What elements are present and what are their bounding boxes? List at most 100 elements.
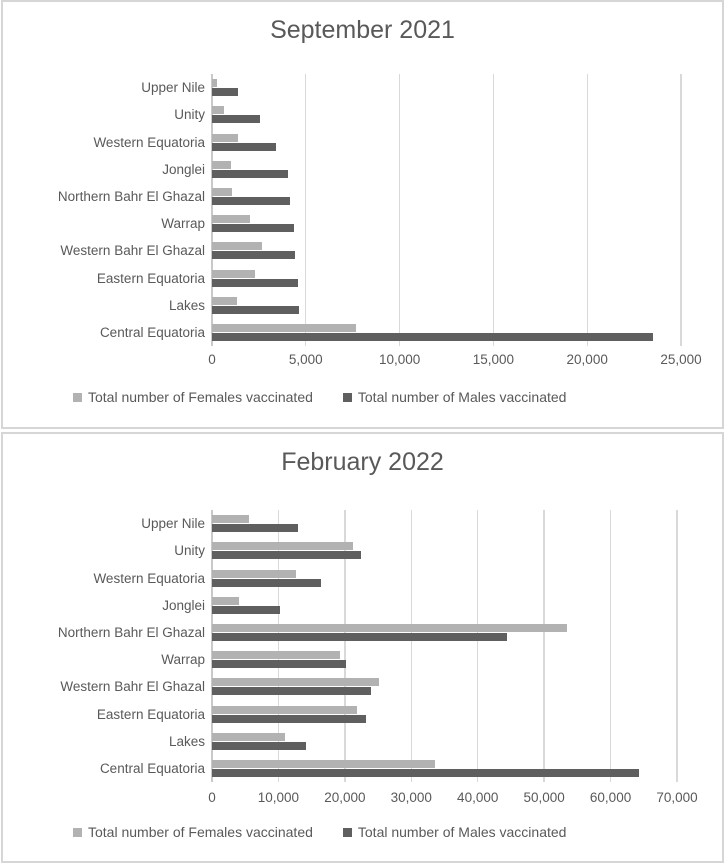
bar-females — [212, 296, 238, 305]
legend-item-females: Total number of Females vaccinated — [73, 824, 313, 840]
x-tick-label: 70,000 — [656, 790, 698, 805]
bar-females — [212, 242, 262, 251]
bar-group — [212, 292, 681, 319]
gridline — [492, 74, 495, 346]
bar-group — [212, 619, 677, 646]
x-tick-label: 40,000 — [457, 790, 499, 805]
bar-males — [212, 605, 280, 614]
bar-females — [212, 542, 353, 551]
bar-females — [212, 323, 356, 332]
bar-females — [212, 215, 250, 224]
category-label: Western Equatoria — [93, 570, 205, 586]
bar-group — [212, 237, 681, 264]
bar-males — [212, 142, 276, 151]
bar-group — [212, 101, 681, 128]
bar-females — [212, 623, 568, 632]
value-axis-line — [211, 74, 213, 346]
bar-females — [212, 596, 239, 605]
gridline — [410, 510, 412, 782]
legend-label-males: Total number of Males vaccinated — [357, 389, 567, 405]
category-label: Warrap — [161, 216, 205, 232]
category-label: Western Bahr El Ghazal — [60, 679, 205, 695]
bar-group — [212, 537, 677, 564]
females-swatch-icon — [73, 827, 82, 837]
gridline — [398, 74, 401, 346]
bar-males — [212, 224, 294, 233]
category-label: Eastern Equatoria — [96, 706, 205, 722]
gridline — [586, 74, 588, 346]
category-label: Central Equatoria — [99, 760, 205, 776]
bar-males — [212, 632, 507, 641]
category-axis-labels: Upper Nile Unity Western Equatoria Jonglei N… — [3, 510, 205, 782]
chart-title: September 2021 — [270, 16, 455, 44]
bar-group — [212, 510, 677, 537]
legend-label-males: Total number of Males vaccinated — [357, 824, 567, 840]
gridline — [609, 510, 612, 782]
x-tick-label: 25,000 — [660, 352, 702, 367]
bar-females — [212, 79, 217, 88]
plot-area — [211, 74, 682, 346]
category-label: Central Equatoria — [99, 324, 205, 340]
x-axis: 0 10,000 20,000 30,000 40,000 50,000 60,000 70,… — [208, 790, 697, 810]
x-tick-label: 60,000 — [589, 790, 632, 805]
bar-males — [212, 551, 361, 560]
bar-females — [212, 569, 296, 578]
category-label: Western Bahr El Ghazal — [60, 243, 205, 259]
bar-group — [212, 156, 681, 183]
bar-group — [212, 728, 677, 755]
bar-females — [212, 515, 249, 524]
plot-area — [211, 510, 678, 782]
bar-males — [212, 196, 290, 205]
x-tick-label: 10,000 — [257, 790, 300, 805]
bar-males — [212, 741, 306, 750]
bar-females — [212, 732, 286, 741]
bar-males — [212, 332, 653, 341]
bar-females — [212, 759, 435, 768]
males-swatch-icon — [342, 827, 352, 837]
bar-males — [212, 660, 347, 669]
bar-males — [212, 687, 372, 696]
males-swatch-icon — [342, 392, 352, 402]
category-label: Eastern Equatoria — [96, 270, 205, 286]
gridline — [680, 74, 682, 346]
bar-group — [212, 210, 681, 237]
chart-panel-february-2022: February 2022 Upper Nile Unity Western Equ… — [1, 432, 724, 863]
bar-group — [212, 646, 677, 673]
gridline — [344, 510, 346, 782]
x-axis: 0 5,000 10,000 15,000 20,000 25,000 — [208, 352, 701, 372]
category-label: Jonglei — [162, 161, 205, 177]
bar-group — [212, 592, 677, 619]
category-label: Jonglei — [162, 597, 205, 613]
legend: Total number of Females vaccinated Total… — [73, 389, 722, 405]
bar-females — [212, 678, 379, 687]
bar-males — [212, 88, 239, 97]
category-axis-labels: Upper Nile Unity Western Equatoria Jonglei N… — [3, 74, 205, 346]
bar-females — [212, 705, 358, 714]
gridline — [305, 74, 307, 346]
bar-rows — [212, 510, 677, 782]
bar-group — [212, 755, 677, 782]
bar-males — [212, 524, 298, 533]
bar-group — [212, 319, 681, 346]
x-tick-label: 15,000 — [472, 352, 515, 367]
x-tick-label: 0 — [208, 352, 216, 367]
bar-males — [212, 714, 367, 723]
gridline — [676, 510, 678, 782]
category-label: Unity — [174, 543, 205, 559]
category-label: Warrap — [161, 652, 205, 668]
bar-males — [212, 251, 295, 260]
bar-group — [212, 183, 681, 210]
bar-females — [212, 160, 231, 169]
bar-group — [212, 74, 681, 101]
x-tick-label: 50,000 — [523, 790, 565, 805]
legend-item-females: Total number of Females vaccinated — [73, 389, 313, 405]
x-tick-label: 5,000 — [288, 352, 323, 367]
bar-females — [212, 651, 340, 660]
gridline — [543, 510, 545, 782]
legend: Total number of Females vaccinated Total… — [73, 824, 722, 840]
bar-males — [212, 115, 260, 124]
females-swatch-icon — [73, 392, 82, 402]
category-label: Northern Bahr El Ghazal — [57, 624, 205, 640]
bar-females — [212, 133, 239, 142]
x-tick-label: 30,000 — [390, 790, 432, 805]
